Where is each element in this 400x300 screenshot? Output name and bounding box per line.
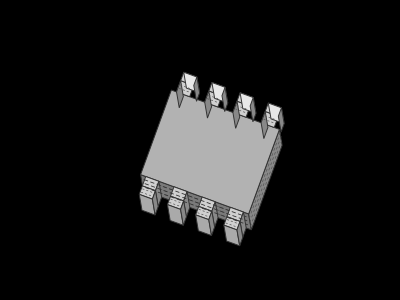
Polygon shape	[176, 81, 183, 108]
Polygon shape	[233, 101, 240, 128]
Polygon shape	[142, 176, 159, 191]
Polygon shape	[261, 111, 278, 128]
Polygon shape	[199, 197, 215, 211]
Polygon shape	[168, 205, 183, 225]
Polygon shape	[205, 91, 222, 107]
Polygon shape	[212, 82, 228, 103]
Polygon shape	[152, 191, 158, 215]
Polygon shape	[181, 72, 197, 86]
Polygon shape	[140, 175, 251, 230]
Polygon shape	[278, 108, 284, 132]
Polygon shape	[250, 98, 256, 122]
Polygon shape	[261, 111, 268, 139]
Polygon shape	[240, 93, 256, 113]
Polygon shape	[240, 212, 246, 237]
Polygon shape	[139, 186, 156, 199]
Polygon shape	[227, 207, 244, 221]
Polygon shape	[168, 196, 184, 209]
Polygon shape	[224, 225, 240, 246]
Polygon shape	[224, 217, 240, 230]
Polygon shape	[209, 211, 214, 236]
Polygon shape	[184, 72, 200, 93]
Polygon shape	[237, 221, 243, 246]
Polygon shape	[265, 103, 282, 116]
Polygon shape	[268, 103, 284, 124]
Polygon shape	[184, 192, 190, 217]
Polygon shape	[180, 201, 186, 225]
Polygon shape	[205, 91, 212, 118]
Polygon shape	[194, 77, 200, 101]
Polygon shape	[139, 194, 155, 215]
Polygon shape	[196, 206, 212, 220]
Polygon shape	[209, 82, 225, 96]
Polygon shape	[170, 187, 187, 201]
Polygon shape	[233, 101, 250, 117]
Polygon shape	[176, 81, 194, 97]
Polygon shape	[222, 87, 228, 112]
Polygon shape	[249, 129, 282, 230]
Polygon shape	[140, 90, 280, 214]
Polygon shape	[237, 93, 253, 106]
Polygon shape	[212, 202, 218, 227]
Polygon shape	[196, 215, 212, 236]
Polygon shape	[156, 181, 162, 207]
